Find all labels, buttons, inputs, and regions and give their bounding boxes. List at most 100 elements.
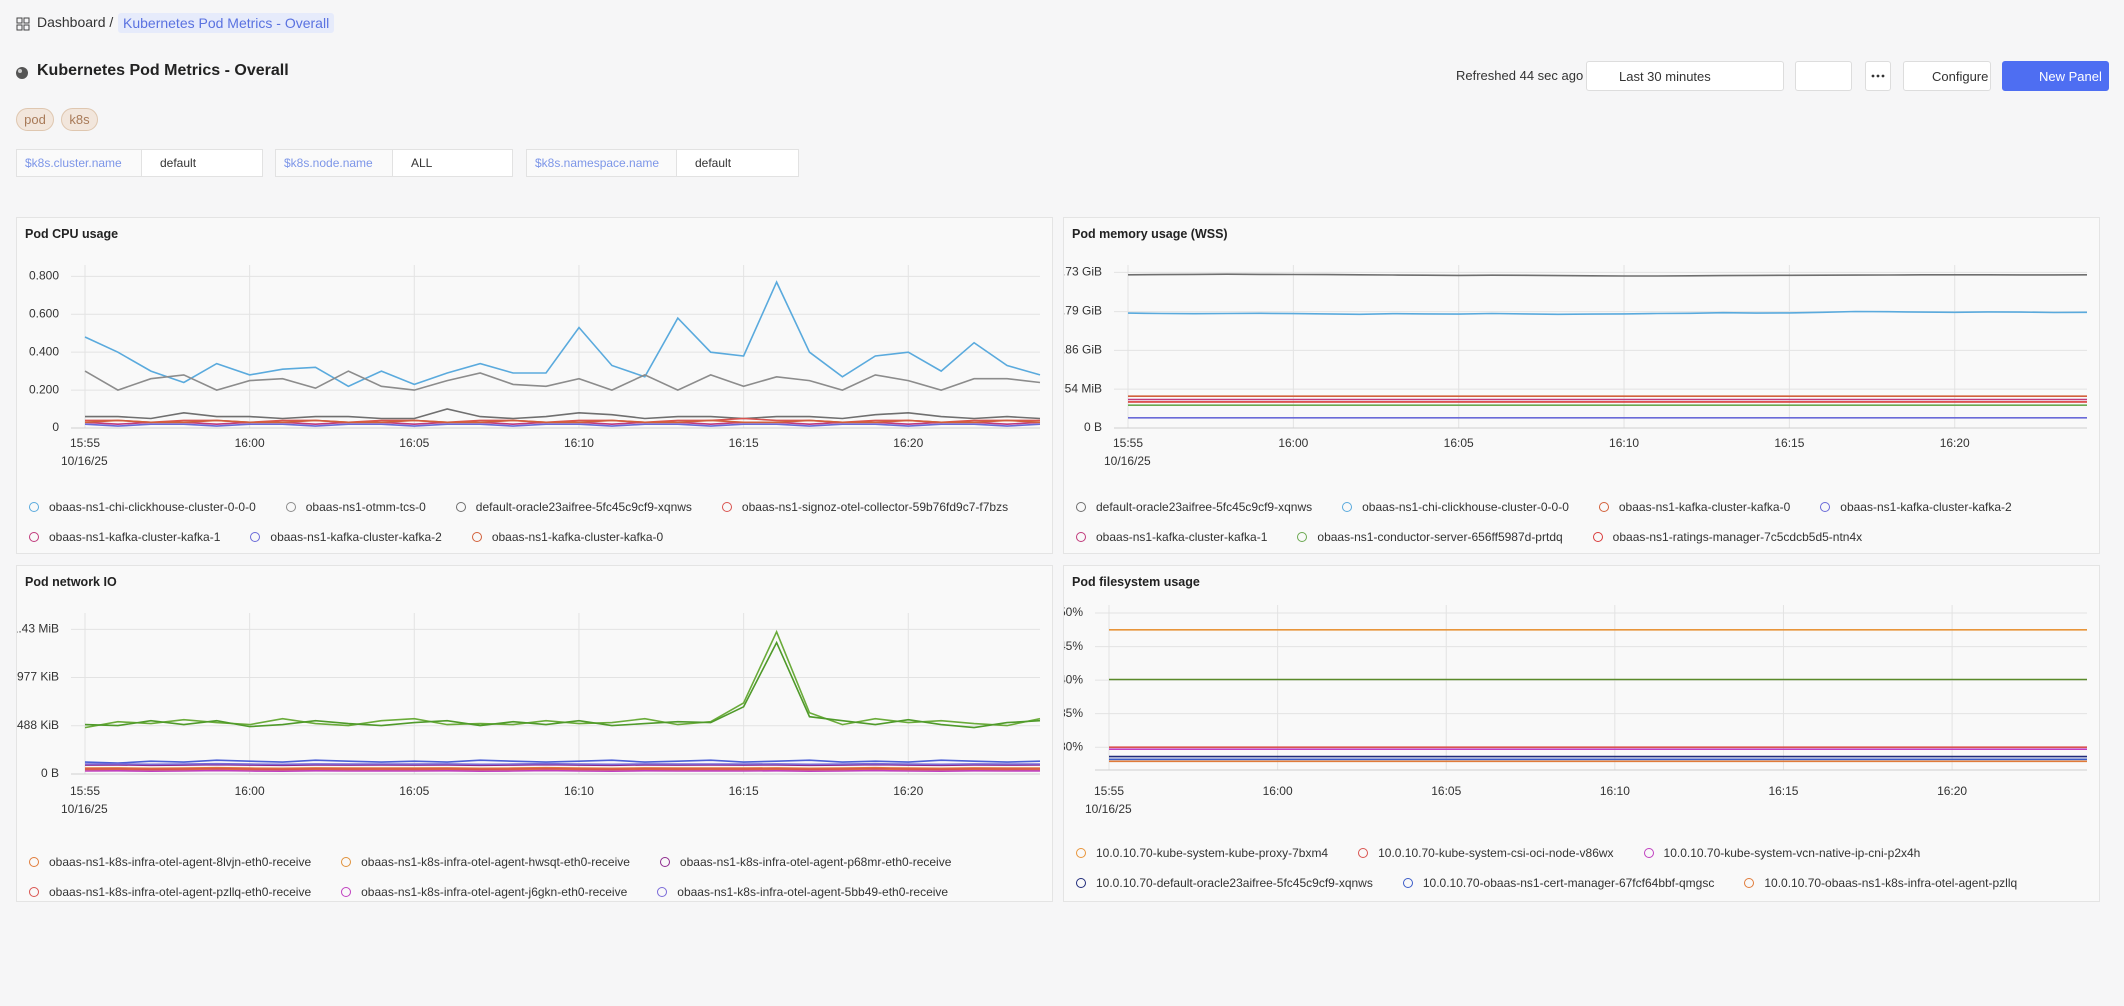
legend-label: obaas-ns1-kafka-cluster-kafka-2 — [270, 530, 442, 544]
current-text: Kubernetes Pod Metrics - Overall — [123, 15, 330, 31]
x-date-label: 10/16/25 — [61, 802, 108, 816]
x-tick-label: 16:10 — [564, 436, 594, 450]
series-line — [84, 419, 1041, 424]
time-range: Last 30 minutes — [1619, 68, 1711, 84]
legend-label: default-oracle23aifree-5fc45c9cf9-xqnws — [1096, 500, 1313, 514]
x-tick-label: 16:00 — [235, 784, 265, 798]
y-tick-label: 2.79 GiB — [1064, 304, 1102, 318]
breadcrumb-root[interactable]: Dashboard / — [37, 14, 114, 30]
new-panel-button[interactable]: New Panel — [2002, 61, 2109, 91]
filter-label: $k8s.node.name — [276, 150, 393, 176]
legend-item[interactable]: obaas-ns1-otmm-tcs-0 — [285, 498, 426, 516]
legend-item[interactable]: obaas-ns1-k8s-infra-otel-agent-5bb49-eth… — [657, 883, 948, 901]
x-tick-label: 15:55 — [1113, 436, 1143, 450]
legend-item[interactable]: obaas-ns1-kafka-cluster-kafka-0 — [471, 528, 663, 546]
y-tick-label: 977 KiB — [17, 670, 59, 684]
legend-marker — [721, 502, 732, 512]
legend-marker — [341, 887, 352, 897]
chart: 30% 35% 40% 45% 50% 15:55 10/16/25 16:00 16:05 16… — [1064, 605, 2087, 816]
configure-label: Configure — [1932, 68, 1989, 84]
x-date-label: 10/16/25 — [61, 454, 108, 468]
filter[interactable]: $k8s.cluster.name default — [16, 149, 263, 177]
legend-item[interactable]: 10.0.10.70-obaas-ns1-cert-manager-67fcf6… — [1402, 874, 1714, 892]
legend-label: obaas-ns1-k8s-infra-otel-agent-j6gkn-eth… — [361, 885, 628, 899]
x-date-label: 10/16/25 — [1085, 802, 1132, 816]
legend-item[interactable]: obaas-ns1-k8s-infra-otel-agent-hwsqt-eth… — [341, 853, 630, 871]
legend-label: obaas-ns1-kafka-cluster-kafka-2 — [1840, 500, 2012, 514]
x-tick-label: 16:05 — [1444, 436, 1474, 450]
filter-value: default — [695, 156, 732, 170]
legend-item[interactable]: obaas-ns1-signoz-otel-collector-59b76fd9… — [721, 498, 1009, 516]
filter-label: $k8s.cluster.name — [17, 150, 142, 176]
legend-item[interactable]: obaas-ns1-kafka-cluster-kafka-1 — [1076, 528, 1267, 546]
panel: Pod filesystem usage 30% 35% 40% 45% 50% 15:55… — [1063, 565, 2100, 902]
legend-marker — [1076, 532, 1086, 542]
panel: Pod network IO 0 B 488 KiB 977 KiB 1.43 MiB 1… — [16, 565, 1053, 902]
y-tick-label: 1.86 GiB — [1064, 343, 1102, 357]
time-picker[interactable]: Last 30 minutes — [1586, 61, 1784, 91]
legend-item[interactable]: obaas-ns1-ratings-manager-7c5cdcb5d5-ntn… — [1592, 528, 1862, 546]
filter[interactable]: $k8s.node.name ALL — [275, 149, 513, 177]
legend-marker — [471, 532, 482, 542]
legend-marker — [1592, 532, 1603, 542]
legend-marker — [29, 857, 39, 867]
legend-item[interactable]: 10.0.10.70-kube-system-kube-proxy-7bxm4 — [1076, 844, 1328, 862]
x-tick-label: 16:00 — [1263, 784, 1293, 798]
series-line — [84, 762, 1041, 766]
legend-marker — [1076, 502, 1086, 512]
legend: obaas-ns1-chi-clickhouse-cluster-0-0-0 ob… — [29, 498, 1036, 546]
series-line — [85, 408, 1041, 420]
legend-item[interactable]: obaas-ns1-chi-clickhouse-cluster-0-0-0 — [29, 498, 256, 516]
y-tick-label: 0.200 — [29, 382, 59, 396]
y-tick-label: 45% — [1064, 639, 1083, 653]
x-tick-label: 16:00 — [235, 436, 265, 450]
legend-marker — [1076, 848, 1086, 858]
refreshed-text: Refreshed 44 sec ago — [1456, 68, 1584, 83]
legend-item[interactable]: default-oracle23aifree-5fc45c9cf9-xqnws — [1076, 498, 1312, 516]
legend-item[interactable]: obaas-ns1-k8s-infra-otel-agent-pzllq-eth… — [29, 883, 311, 901]
legend-item[interactable]: obaas-ns1-k8s-infra-otel-agent-j6gkn-eth… — [341, 883, 627, 901]
series-line — [84, 769, 1041, 773]
y-tick-label: 0.400 — [29, 344, 59, 358]
legend-marker — [659, 857, 670, 867]
legend: default-oracle23aifree-5fc45c9cf9-xqnws o… — [1076, 498, 2083, 546]
legend-item[interactable]: 10.0.10.70-kube-system-csi-oci-node-v86w… — [1358, 844, 1614, 862]
x-tick-label: 16:00 — [1278, 436, 1308, 450]
more-button[interactable] — [1865, 61, 1891, 91]
legend-marker — [1820, 502, 1831, 512]
series-line — [1127, 310, 2088, 316]
legend-item[interactable]: obaas-ns1-k8s-infra-otel-agent-8lvjn-eth… — [29, 853, 311, 871]
legend-label: 10.0.10.70-obaas-ns1-k8s-infra-otel-agen… — [1764, 876, 2018, 890]
legend-item[interactable]: 10.0.10.70-default-oracle23aifree-5fc45c… — [1076, 874, 1373, 892]
series-line — [84, 629, 1041, 729]
legend-item[interactable]: obaas-ns1-chi-clickhouse-cluster-0-0-0 — [1342, 498, 1569, 516]
breadcrumb-current[interactable]: Kubernetes Pod Metrics - Overall — [118, 13, 335, 33]
configure-button[interactable]: Configure — [1903, 61, 1991, 91]
legend-item[interactable]: obaas-ns1-conductor-server-656ff5987d-pr… — [1297, 528, 1563, 546]
legend-item[interactable]: 10.0.10.70-kube-system-vcn-native-ip-cni… — [1643, 844, 1920, 862]
legend-item[interactable]: obaas-ns1-kafka-cluster-kafka-0 — [1598, 498, 1790, 516]
legend-item[interactable]: 10.0.10.70-obaas-ns1-k8s-infra-otel-agen… — [1744, 874, 2017, 892]
legend-item[interactable]: default-oracle23aifree-5fc45c9cf9-xqnws — [455, 498, 692, 516]
panel-title: Pod network IO — [25, 575, 117, 589]
legend-item[interactable]: obaas-ns1-kafka-cluster-kafka-1 — [29, 528, 220, 546]
legend-item[interactable]: obaas-ns1-k8s-infra-otel-agent-p68mr-eth… — [659, 853, 951, 871]
x-tick-label: 15:55 — [70, 784, 100, 798]
legend-item[interactable]: obaas-ns1-kafka-cluster-kafka-2 — [1820, 498, 2012, 516]
legend-label: obaas-ns1-signoz-otel-collector-59b76fd9… — [741, 500, 1009, 514]
series-line — [84, 759, 1041, 764]
legend-marker — [657, 887, 668, 897]
legend-label: obaas-ns1-k8s-infra-otel-agent-8lvjn-eth… — [49, 855, 312, 869]
legend-label: obaas-ns1-kafka-cluster-kafka-1 — [49, 530, 221, 544]
legend: obaas-ns1-k8s-infra-otel-agent-8lvjn-eth… — [29, 853, 1036, 901]
more-icon — [1871, 74, 1885, 78]
refresh-button[interactable] — [1795, 61, 1852, 91]
y-tick-label: 0 — [52, 420, 59, 434]
filter[interactable]: $k8s.namespace.name default — [526, 149, 799, 177]
legend-label: obaas-ns1-conductor-server-656ff5987d-pr… — [1317, 530, 1563, 544]
legend-marker — [29, 887, 39, 897]
legend-marker — [1402, 878, 1413, 888]
legend-item[interactable]: obaas-ns1-kafka-cluster-kafka-2 — [250, 528, 442, 546]
x-tick-label: 16:15 — [1768, 784, 1798, 798]
